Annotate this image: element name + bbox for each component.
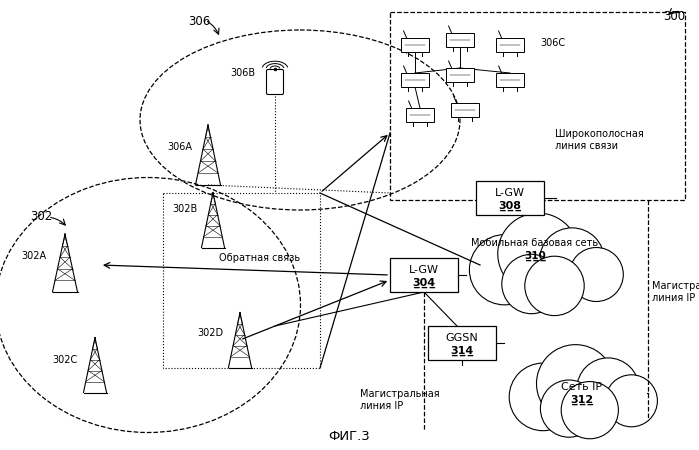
Text: Магистральная
линия IP: Магистральная линия IP (360, 389, 440, 411)
Text: 3̲1̲4̲: 3̲1̲4̲ (450, 346, 474, 356)
Bar (496, 38, 524, 52)
Bar (496, 73, 524, 87)
Circle shape (540, 228, 605, 292)
Text: L-GW: L-GW (495, 188, 525, 198)
Text: Магистральная
линия IP: Магистральная линия IP (652, 281, 699, 303)
Text: 300: 300 (663, 10, 685, 23)
Bar (401, 73, 429, 87)
Text: 302: 302 (30, 210, 52, 223)
Text: 3̲1̲0̲: 3̲1̲0̲ (524, 251, 546, 261)
Text: Обратная связь: Обратная связь (219, 253, 301, 263)
Text: 302C: 302C (52, 355, 78, 365)
Text: 302A: 302A (21, 251, 46, 261)
Circle shape (509, 363, 577, 431)
Circle shape (470, 234, 540, 305)
Text: 306A: 306A (167, 142, 192, 152)
Text: 302B: 302B (173, 204, 198, 214)
Text: Сеть IP: Сеть IP (561, 382, 603, 392)
Circle shape (561, 382, 619, 439)
Circle shape (540, 380, 598, 437)
Text: 302D: 302D (197, 328, 223, 338)
Text: Широкополосная
линия связи: Широкополосная линия связи (555, 129, 644, 151)
Circle shape (569, 248, 624, 302)
Text: 3̲0̲4̲: 3̲0̲4̲ (412, 278, 435, 288)
Text: L-GW: L-GW (409, 265, 439, 275)
Text: 3̲1̲2̲: 3̲1̲2̲ (570, 395, 593, 405)
Text: 306: 306 (188, 15, 210, 28)
Circle shape (577, 358, 639, 420)
Bar (401, 38, 429, 52)
Text: Мобильная базовая сеть: Мобильная базовая сеть (471, 238, 598, 248)
Bar (476, 181, 544, 215)
Text: 306C: 306C (540, 38, 565, 48)
Text: 3̲0̲8̲: 3̲0̲8̲ (498, 201, 521, 211)
Circle shape (605, 375, 657, 427)
Text: GGSN: GGSN (446, 333, 478, 343)
Bar (446, 33, 474, 47)
Bar (390, 258, 458, 292)
Circle shape (537, 345, 614, 423)
FancyBboxPatch shape (266, 69, 284, 94)
Bar (428, 326, 496, 360)
Text: 306B: 306B (230, 68, 255, 78)
Text: ФИГ.3: ФИГ.3 (329, 430, 370, 443)
Bar (163, 193, 320, 368)
Bar (390, 12, 685, 200)
Circle shape (502, 254, 561, 314)
Circle shape (498, 213, 579, 294)
Bar (406, 108, 434, 122)
Circle shape (525, 256, 584, 315)
Bar (446, 68, 474, 82)
Bar (451, 103, 479, 117)
